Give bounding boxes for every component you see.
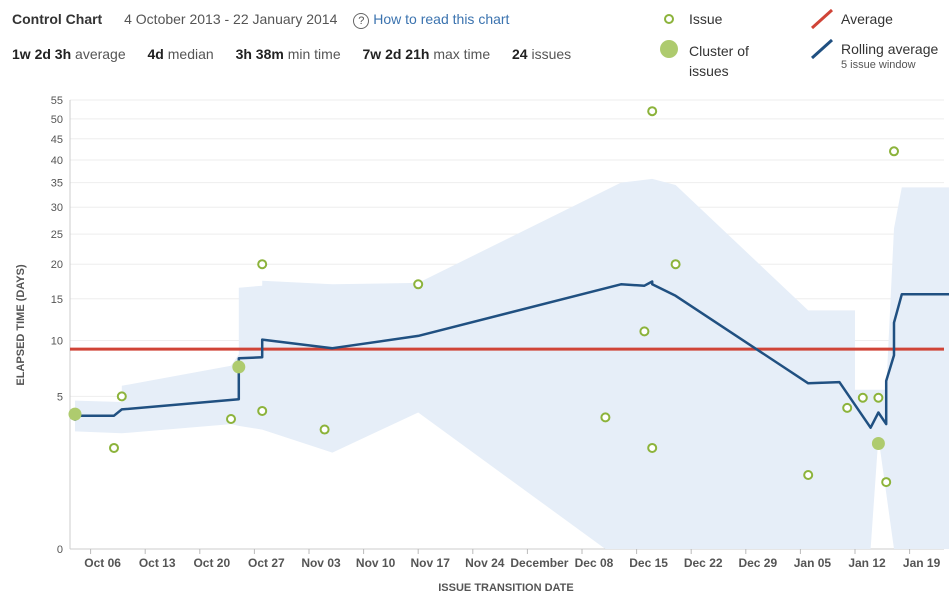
stat-issues-label: issues bbox=[531, 46, 572, 62]
issue-point[interactable] bbox=[226, 414, 236, 425]
issue-point[interactable] bbox=[881, 477, 892, 488]
y-tick-label: 25 bbox=[51, 229, 63, 241]
x-tick-label: Oct 13 bbox=[139, 556, 176, 570]
y-tick-label: 15 bbox=[51, 294, 63, 306]
y-tick-label: 0 bbox=[57, 544, 63, 556]
legend-issue-icon bbox=[664, 14, 674, 24]
issue-point[interactable] bbox=[857, 392, 868, 403]
x-tick-label: Oct 06 bbox=[84, 556, 121, 570]
x-axis-ticks: Oct 06 Oct 13 Oct 20 Oct 27 Nov 03 Nov 10 Nov … bbox=[84, 549, 941, 570]
legend-cluster-label-1: Cluster of bbox=[689, 43, 749, 59]
stat-median: 4d median bbox=[148, 46, 214, 62]
rolling-average-path bbox=[73, 280, 949, 429]
legend-rolling[interactable]: Rolling average 5 issue window bbox=[841, 41, 938, 71]
x-tick-label: Nov 10 bbox=[356, 556, 396, 570]
issue-point[interactable] bbox=[257, 405, 268, 416]
legend-rolling-sub: 5 issue window bbox=[841, 59, 916, 71]
stat-average-label: average bbox=[75, 46, 126, 62]
issue-point[interactable] bbox=[413, 279, 424, 290]
legend-average-label: Average bbox=[841, 11, 893, 27]
y-axis-title: ELAPSED TIME (DAYS) bbox=[15, 264, 27, 386]
cluster-point[interactable] bbox=[68, 407, 82, 421]
legend-average[interactable]: Average bbox=[841, 11, 893, 27]
y-tick-label: 35 bbox=[51, 178, 63, 190]
issue-point[interactable] bbox=[600, 412, 611, 423]
x-tick-label: Dec 22 bbox=[684, 556, 723, 570]
stat-min-time: 3h 38m min time bbox=[236, 46, 341, 62]
stat-max-value: 7w 2d 21h bbox=[362, 46, 430, 62]
issue-point[interactable] bbox=[889, 146, 899, 157]
stat-average-value: 1w 2d 3h bbox=[12, 46, 72, 62]
legend-rolling-label: Rolling average bbox=[841, 41, 939, 57]
issue-point[interactable] bbox=[257, 259, 268, 270]
y-tick-label: 50 bbox=[51, 114, 63, 126]
x-tick-label: Oct 27 bbox=[248, 556, 285, 570]
x-tick-label: Jan 12 bbox=[848, 556, 886, 570]
stat-max-label: max time bbox=[433, 46, 491, 62]
x-tick-label: Nov 24 bbox=[465, 556, 505, 570]
y-tick-label: 40 bbox=[51, 155, 63, 167]
x-axis-title: ISSUE TRANSITION DATE bbox=[438, 582, 573, 594]
issue-point[interactable] bbox=[670, 259, 681, 270]
legend-cluster-label-2: issues bbox=[689, 63, 729, 79]
stat-issues-value: 24 bbox=[512, 46, 528, 62]
how-to-read-link[interactable]: ? How to read this chart bbox=[353, 11, 510, 29]
standard-deviation-band bbox=[75, 178, 949, 549]
stat-median-label: median bbox=[167, 46, 214, 62]
band-area bbox=[75, 178, 949, 549]
issue-point[interactable] bbox=[647, 442, 658, 453]
legend-issue-label: Issue bbox=[689, 11, 723, 27]
x-tick-label: December bbox=[510, 556, 568, 570]
cluster-point[interactable] bbox=[871, 437, 885, 451]
legend-markers bbox=[660, 8, 834, 60]
chart-header: Control Chart 4 October 2013 - 22 Januar… bbox=[12, 11, 509, 29]
how-to-read-label: How to read this chart bbox=[373, 11, 510, 27]
y-tick-label: 45 bbox=[51, 134, 63, 146]
y-tick-label: 20 bbox=[51, 259, 63, 271]
rolling-average-line bbox=[73, 280, 949, 429]
stat-median-value: 4d bbox=[147, 46, 164, 62]
issue-points bbox=[68, 106, 899, 488]
x-tick-label: Nov 17 bbox=[411, 556, 451, 570]
chart-title: Control Chart bbox=[12, 11, 103, 27]
legend-rolling-icon bbox=[810, 38, 834, 60]
issue-point[interactable] bbox=[109, 442, 119, 453]
x-tick-label: Dec 29 bbox=[738, 556, 777, 570]
x-tick-label: Jan 05 bbox=[794, 556, 832, 570]
cluster-point[interactable] bbox=[232, 360, 246, 374]
issue-point[interactable] bbox=[873, 392, 884, 403]
x-tick-label: Oct 20 bbox=[193, 556, 230, 570]
question-icon: ? bbox=[353, 13, 370, 29]
issue-point[interactable] bbox=[842, 402, 853, 413]
issue-point[interactable] bbox=[319, 424, 330, 435]
y-tick-label: 5 bbox=[57, 391, 63, 403]
y-tick-label: 55 bbox=[51, 95, 63, 107]
y-tick-label: 10 bbox=[51, 336, 63, 348]
stat-average: 1w 2d 3h average bbox=[12, 46, 126, 62]
legend-cluster-icon bbox=[660, 40, 678, 58]
x-tick-label: Dec 08 bbox=[575, 556, 614, 570]
x-tick-label: Jan 19 bbox=[903, 556, 941, 570]
stat-min-label: min time bbox=[287, 46, 341, 62]
x-tick-label: Dec 15 bbox=[629, 556, 668, 570]
stat-max-time: 7w 2d 21h max time bbox=[363, 46, 491, 62]
y-tick-label: 30 bbox=[51, 202, 63, 214]
stats-row: 1w 2d 3h average 4d median 3h 38m min ti… bbox=[12, 46, 589, 62]
chart-grid bbox=[69, 99, 944, 550]
issue-point[interactable] bbox=[803, 470, 814, 481]
legend-average-icon bbox=[810, 8, 834, 30]
y-axis-ticks: 0 5 10 15 20 25 30 35 40 45 50 55 bbox=[51, 95, 63, 556]
issue-point[interactable] bbox=[647, 106, 658, 117]
issue-point[interactable] bbox=[116, 391, 127, 402]
legend-cluster[interactable]: Cluster of issues bbox=[689, 41, 749, 81]
date-range: 4 October 2013 - 22 January 2014 bbox=[124, 11, 338, 27]
legend-issue[interactable]: Issue bbox=[689, 11, 722, 27]
x-tick-label: Nov 03 bbox=[301, 556, 341, 570]
issue-point[interactable] bbox=[639, 326, 650, 337]
stat-min-value: 3h 38m bbox=[235, 46, 284, 62]
stat-issues: 24 issues bbox=[512, 46, 571, 62]
